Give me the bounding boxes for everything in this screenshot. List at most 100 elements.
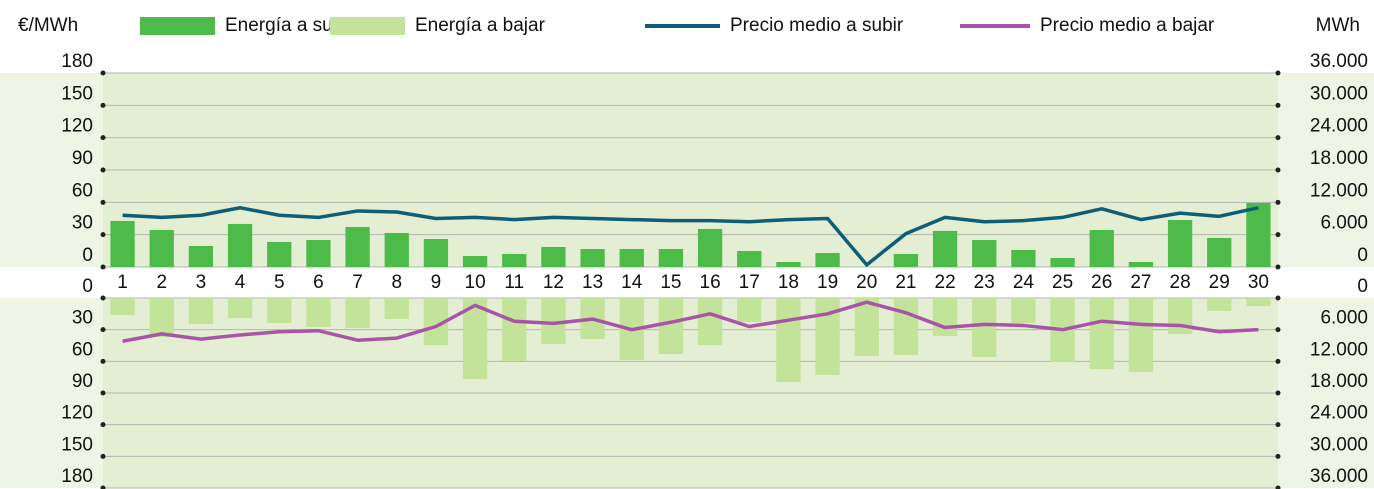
x-tick-label: 10 — [465, 272, 486, 293]
bar — [972, 298, 997, 358]
bar — [932, 230, 958, 267]
bar — [423, 238, 449, 267]
bar — [502, 298, 527, 362]
x-tick-label: 1 — [117, 272, 128, 293]
y2-tick-mark — [1275, 232, 1281, 238]
x-tick-label: 15 — [660, 272, 681, 293]
x-tick-label: 28 — [1170, 272, 1191, 293]
bar — [110, 220, 135, 267]
x-tick-label: 29 — [1209, 272, 1230, 293]
bar — [188, 245, 214, 267]
y-tick-mark — [100, 232, 106, 238]
y2-tick-mark — [1275, 485, 1281, 489]
y-tick-mark — [100, 167, 106, 173]
bar — [1246, 298, 1271, 307]
bar — [972, 240, 997, 267]
bar — [619, 249, 644, 267]
bar — [345, 226, 370, 267]
y-tick-mark — [100, 485, 106, 489]
bar — [658, 249, 684, 267]
y-tick-mark — [100, 199, 106, 205]
bar — [1207, 298, 1232, 311]
x-tick-label: 4 — [235, 272, 246, 293]
y2-tick-label: 18.000 — [1310, 371, 1368, 392]
x-tick-label: 25 — [1052, 272, 1073, 293]
y2-tick-mark — [1275, 358, 1281, 364]
x-tick-label: 14 — [621, 272, 643, 293]
bar — [462, 256, 488, 267]
bar — [345, 298, 370, 329]
y2-tick-label: 12.000 — [1310, 180, 1368, 201]
y2-tick-label: 30.000 — [1310, 83, 1368, 104]
bar — [580, 249, 605, 267]
y2-tick-label: 0 — [1357, 245, 1368, 266]
bar — [1128, 298, 1154, 372]
y2-tick-mark — [1275, 453, 1281, 459]
y-tick-label: 120 — [61, 403, 93, 424]
y-tick-mark — [100, 453, 106, 459]
x-tick-label: 24 — [1013, 272, 1035, 293]
bar — [1167, 219, 1193, 267]
x-tick-label: 19 — [817, 272, 838, 293]
y-tick-label: 150 — [61, 434, 93, 455]
x-tick-label: 3 — [196, 272, 207, 293]
y-tick-mark — [100, 102, 106, 108]
bar — [149, 298, 174, 338]
x-tick-label: 2 — [156, 272, 167, 293]
bar — [893, 298, 919, 355]
legend-label: Precio medio a subir — [730, 15, 904, 36]
y2-tick-label: 18.000 — [1310, 148, 1368, 169]
x-tick-label: 16 — [700, 272, 721, 293]
y-axis-label: €/MWh — [18, 15, 78, 36]
bar — [110, 298, 135, 315]
y-tick-label: 60 — [72, 180, 93, 201]
x-tick-label: 20 — [856, 272, 877, 293]
y-tick-mark — [100, 295, 106, 301]
bar — [1011, 298, 1036, 324]
x-tick-label: 23 — [974, 272, 995, 293]
x-tick-label: 8 — [391, 272, 402, 293]
y2-tick-label: 24.000 — [1310, 403, 1368, 424]
y-tick-label: 120 — [61, 116, 93, 137]
x-tick-label: 6 — [313, 272, 324, 293]
x-tick-label: 9 — [431, 272, 442, 293]
bar — [854, 298, 879, 357]
y2-tick-label: 0 — [1357, 276, 1368, 297]
bar — [658, 298, 684, 354]
x-tick-label: 17 — [739, 272, 760, 293]
bar — [384, 232, 409, 267]
bar — [932, 298, 958, 336]
y2-tick-label: 36.000 — [1310, 51, 1368, 72]
legend-label: Energía a bajar — [415, 15, 546, 36]
bar — [893, 254, 919, 267]
bar — [815, 252, 840, 267]
y-tick-label: 60 — [72, 339, 93, 360]
bar — [1050, 258, 1075, 267]
x-tick-label: 30 — [1248, 272, 1269, 293]
bar — [1089, 229, 1114, 267]
y-tick-mark — [100, 264, 106, 270]
legend-label: Energía a subir — [225, 15, 355, 36]
bar — [227, 223, 253, 267]
y2-tick-mark — [1275, 167, 1281, 173]
bar — [502, 254, 527, 267]
y-tick-mark — [100, 135, 106, 141]
bar — [306, 240, 331, 267]
bar — [267, 298, 292, 324]
bar — [737, 298, 762, 323]
bar — [227, 298, 253, 319]
x-tick-label: 26 — [1091, 272, 1112, 293]
bar — [541, 247, 566, 267]
bar — [776, 261, 801, 267]
bar — [188, 298, 214, 325]
bar — [737, 250, 762, 267]
x-tick-label: 12 — [543, 272, 564, 293]
bar — [1089, 298, 1114, 369]
y-tick-label: 30 — [72, 213, 93, 234]
bar — [697, 298, 723, 346]
y-tick-label: 180 — [61, 466, 93, 487]
y-tick-label: 30 — [72, 308, 93, 329]
line-series — [122, 205, 1259, 267]
y-tick-mark — [100, 358, 106, 364]
